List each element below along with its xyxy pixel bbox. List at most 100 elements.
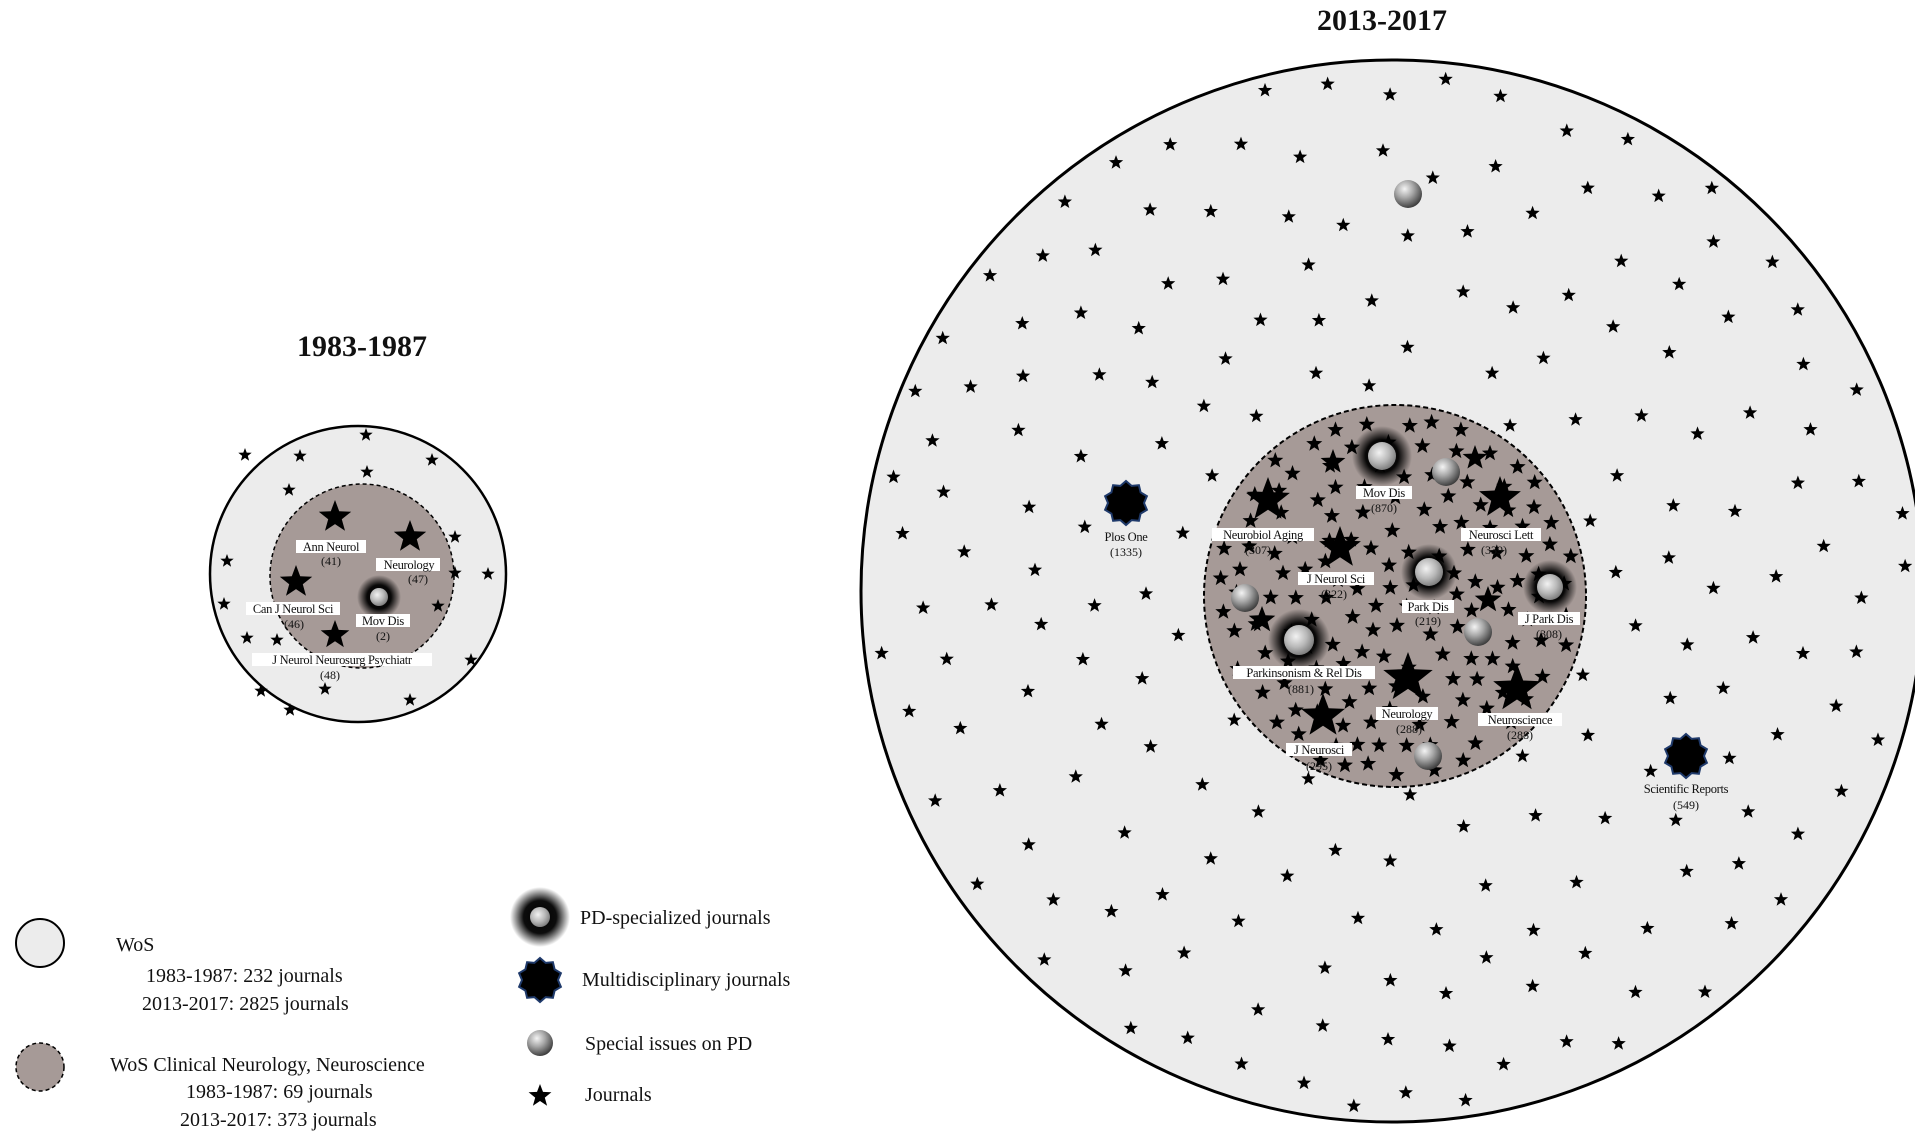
journal-star (1175, 525, 1190, 540)
major-journal-star (1248, 606, 1276, 632)
journal-star (1449, 618, 1466, 634)
journal-star (1606, 319, 1621, 333)
journal-label-ann-neurol: Ann Neurol (41) (296, 540, 366, 568)
journal-star (1375, 143, 1391, 157)
journal-label-parkinsonism-rel-dis: Parkinsonism & Rel Dis (881) (1233, 666, 1375, 696)
journal-name: Neurobiol Aging (1223, 528, 1304, 542)
journal-star (1575, 667, 1590, 682)
journal-star (1227, 712, 1242, 727)
journal-star (1073, 305, 1088, 319)
journal-label-park-dis: Park Dis (219) (1402, 600, 1454, 628)
journal-star (1482, 519, 1499, 535)
journal-star (1559, 123, 1574, 137)
journal-star (1479, 950, 1494, 964)
journal-star (925, 433, 940, 447)
journal-star (1440, 487, 1457, 504)
journal-star (1301, 257, 1316, 271)
journal-star (1276, 674, 1293, 690)
journal-star (1448, 442, 1465, 459)
journal-star (1611, 1036, 1626, 1050)
journal-label-can-j-neurol-sci: Can J Neurol Sci (46) (246, 602, 340, 631)
journal-star (1231, 913, 1246, 928)
journal-star (1108, 155, 1124, 169)
journal-star (254, 684, 268, 697)
journal-count: (288) (1396, 722, 1422, 736)
journal-star (1469, 670, 1486, 687)
journal-star (1375, 647, 1392, 664)
journal-star (1721, 309, 1736, 324)
period-title-early: 1983-1987 (297, 330, 427, 363)
journal-label-neurology: Neurology (47) (376, 558, 440, 586)
journal-star (1296, 1075, 1312, 1090)
journal-star (1022, 499, 1037, 514)
pd-journal-badge (1352, 426, 1412, 486)
journal-star (1849, 644, 1864, 658)
journal-star (1445, 670, 1462, 686)
legend-journal-star-icon (528, 1084, 552, 1106)
journal-star (1383, 972, 1398, 987)
journal-star (1382, 579, 1399, 595)
journal-star (939, 651, 954, 666)
journal-count: (308) (1536, 627, 1562, 641)
journal-stars-early (217, 428, 495, 716)
journal-star (1317, 960, 1332, 974)
journal-star (1163, 137, 1178, 151)
journal-star (1851, 473, 1866, 488)
journal-star (1336, 756, 1353, 773)
major-journal-star (1301, 693, 1345, 735)
journal-count: (295) (1306, 759, 1332, 773)
journal-star (1494, 684, 1511, 700)
journal-star (1741, 804, 1756, 818)
journal-star (1068, 769, 1083, 783)
journal-star (293, 449, 307, 462)
journal-star (1297, 560, 1314, 577)
journal-star (1234, 1056, 1249, 1070)
journal-star (1690, 426, 1705, 440)
journal-star (1506, 300, 1521, 314)
journal-star (1518, 547, 1535, 563)
journal-star (1365, 621, 1382, 637)
journal-star (1426, 761, 1443, 778)
journal-star (1790, 302, 1805, 316)
journal-star (1398, 1085, 1413, 1099)
legend-item-multidisciplinary: Multidisciplinary journals (517, 956, 791, 1004)
pd-journal-badges-late (1268, 426, 1577, 671)
journal-star (1488, 544, 1505, 560)
journal-star (1562, 547, 1579, 564)
journal-star (1309, 491, 1326, 507)
journal-star (1251, 804, 1266, 818)
legend-wos-line1: 1983-1987: 232 journals (146, 965, 343, 987)
major-journal-star (279, 565, 313, 596)
journal-count: (41) (321, 554, 341, 568)
pd-journal-badge (1401, 544, 1457, 600)
legend-wos-line2: 2013-2017: 2825 journals (142, 993, 349, 1015)
journal-star (1346, 1098, 1361, 1113)
journal-star (1226, 622, 1243, 638)
journal-name: Neurology (384, 558, 436, 572)
journal-star (1257, 82, 1273, 97)
journal-star (895, 525, 910, 540)
legend-multidisciplinary-label: Multidisciplinary journals (582, 969, 791, 991)
journal-star (1281, 209, 1296, 223)
journal-star (1317, 680, 1334, 696)
journal-star (1027, 562, 1043, 577)
journal-star (1262, 589, 1279, 605)
journal-name: Park Dis (1407, 600, 1448, 614)
journal-star (1569, 874, 1584, 889)
journal-star (1320, 76, 1335, 91)
journal-star (1020, 683, 1036, 698)
journal-count: (322) (1321, 587, 1347, 601)
journal-star (1526, 474, 1543, 490)
journal-star (1287, 701, 1304, 718)
journal-star (1423, 413, 1440, 430)
journal-label-scientific-reports: Scientific Reports (549) (1644, 782, 1729, 812)
journal-star (1668, 812, 1683, 827)
journal-star (1504, 657, 1521, 674)
journal-star (1088, 242, 1103, 257)
journal-label-plos-one: Plos One (1335) (1104, 530, 1148, 559)
journal-star (1706, 580, 1721, 595)
journal-star (282, 483, 296, 496)
journal-star (1267, 452, 1284, 468)
major-journal-star (1319, 526, 1361, 566)
journal-star (1790, 826, 1806, 841)
